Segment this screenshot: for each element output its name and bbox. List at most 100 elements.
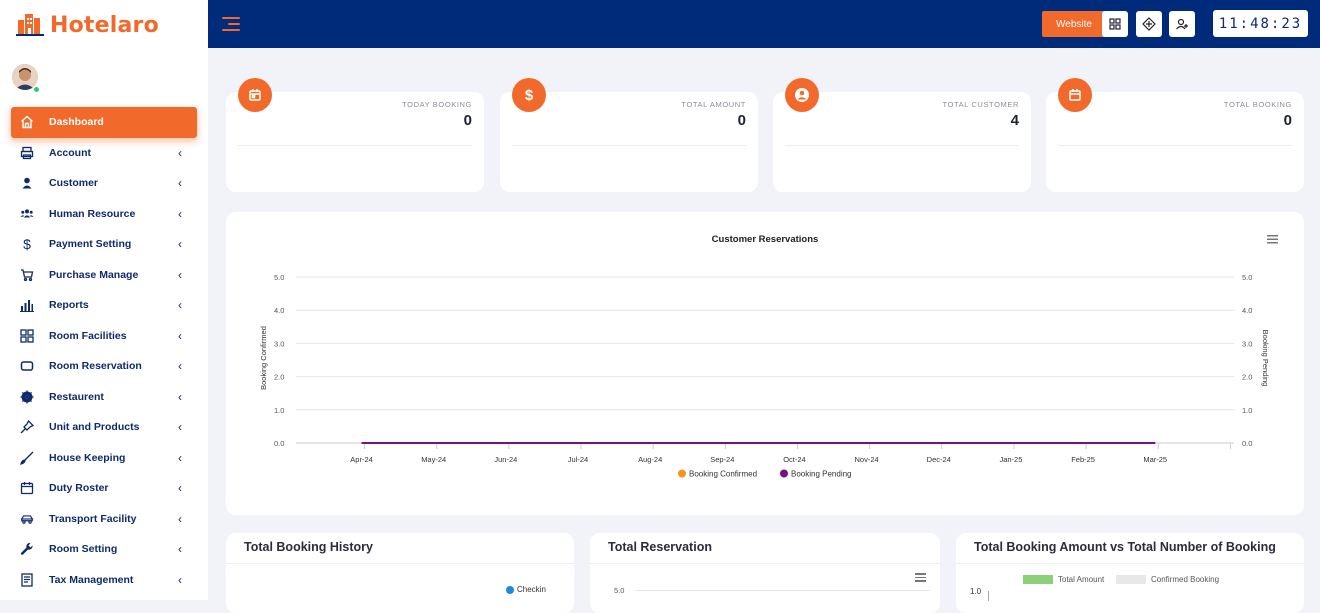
- receipt-icon: [20, 573, 34, 587]
- stat-label: TOTAL AMOUNT: [681, 100, 746, 109]
- x-tick-label: Nov-24: [855, 455, 879, 464]
- sidebar-item-reports[interactable]: Reports ‹: [0, 290, 208, 321]
- bar-chart-icon: [20, 298, 34, 313]
- gridline: [634, 590, 930, 591]
- fullscreen-icon[interactable]: [1136, 11, 1162, 37]
- sidebar-item-house-keeping[interactable]: House Keeping ‹: [0, 443, 208, 474]
- chevron-left-icon: ‹: [178, 511, 182, 526]
- x-tick-label: Apr-24: [350, 455, 373, 464]
- sidebar-item-transport-facility[interactable]: Transport Facility ‹: [0, 504, 208, 535]
- wrench-icon: [20, 542, 34, 556]
- sidebar-item-label: Room Reservation: [49, 360, 142, 373]
- legend-item[interactable]: Total Amount: [1023, 575, 1104, 584]
- legend-item[interactable]: Checkin: [506, 585, 546, 594]
- sidebar-item-human-resource[interactable]: Human Resource ‹: [0, 199, 208, 230]
- sidebar-item-label: Transport Facility: [49, 512, 137, 525]
- divider: [1058, 145, 1292, 146]
- sidebar-item-customer[interactable]: Customer ‹: [0, 168, 208, 199]
- sidebar-item-label: Room Facilities: [49, 329, 127, 342]
- avatar[interactable]: [12, 64, 38, 90]
- chart-menu-icon[interactable]: [1267, 235, 1278, 244]
- rectangle-icon: [20, 359, 34, 373]
- stat-label: TOTAL BOOKING: [1223, 100, 1292, 109]
- y-tick-label-left: 5.0: [274, 273, 284, 282]
- sidebar-item-room-reservation[interactable]: Room Reservation ‹: [0, 351, 208, 382]
- sidebar-item-label: Account: [49, 146, 91, 159]
- y-axis-label-right: Booking Pending: [1261, 330, 1270, 387]
- chevron-left-icon: ‹: [178, 450, 182, 465]
- add-user-icon[interactable]: [1169, 11, 1195, 37]
- sidebar-item-label: Room Setting: [49, 543, 118, 556]
- divider: [956, 563, 1304, 564]
- legend-label: Total Amount: [1058, 575, 1105, 584]
- legend-label: Checkin: [517, 585, 546, 594]
- stat-card-total-booking: TOTAL BOOKING 0: [1046, 78, 1304, 192]
- y-tick-label-left: 3.0: [274, 339, 284, 348]
- sidebar-item-room-facilities[interactable]: Room Facilities ‹: [0, 321, 208, 352]
- sidebar-item-label: Unit and Products: [49, 421, 140, 434]
- x-tick-label: Dec-24: [927, 455, 951, 464]
- printer-icon: [20, 146, 34, 160]
- sidebar-item-payment-setting[interactable]: $ Payment Setting ‹: [0, 229, 208, 260]
- panel-menu-icon[interactable]: [915, 573, 926, 582]
- chevron-left-icon: ‹: [178, 298, 182, 313]
- y-tick-label: 1.0: [970, 587, 982, 596]
- hotel-logo-icon: [16, 10, 44, 41]
- y-tick-label-right: 3.0: [1242, 339, 1252, 348]
- chevron-left-icon: ‹: [178, 267, 182, 282]
- chevron-left-icon: ‹: [178, 420, 182, 435]
- menu-toggle-icon[interactable]: [222, 17, 240, 35]
- total-reservation-panel: Total Reservation 5.0: [590, 533, 940, 613]
- website-button[interactable]: Website: [1042, 11, 1106, 37]
- sidebar-item-dashboard[interactable]: Dashboard: [11, 107, 197, 138]
- panel-title: Total Reservation: [608, 540, 712, 554]
- divider: [512, 145, 746, 146]
- calendar-icon: [20, 481, 34, 495]
- home-icon: [20, 115, 34, 129]
- y-tick-label-left: 2.0: [274, 373, 284, 382]
- sidebar-item-label: Tax Management: [49, 573, 134, 586]
- car-icon: [20, 512, 34, 526]
- grid-icon: [20, 329, 34, 343]
- y-axis-label-left: Booking Confirmed: [259, 326, 268, 390]
- sidebar-item-room-setting[interactable]: Room Setting ‹: [0, 534, 208, 565]
- sidebar-item-restaurent[interactable]: Restaurent ‹: [0, 382, 208, 413]
- sidebar-item-tax-management[interactable]: Tax Management ‹: [0, 565, 208, 596]
- x-tick-label: Sep-24: [710, 455, 734, 464]
- stat-card-total-amount: $ TOTAL AMOUNT 0: [500, 78, 758, 192]
- legend-marker: [780, 469, 788, 478]
- legend-item[interactable]: Confirmed Booking: [1116, 575, 1219, 584]
- axis-line: [988, 591, 989, 601]
- stat-label: TOTAL CUSTOMER: [942, 100, 1019, 109]
- y-tick-label-right: 1.0: [1242, 406, 1252, 415]
- sidebar-item-account[interactable]: Account ‹: [0, 138, 208, 169]
- sidebar-item-unit-and-products[interactable]: Unit and Products ‹: [0, 412, 208, 443]
- legend-label: Confirmed Booking: [1151, 575, 1220, 584]
- x-tick-label: Jan-25: [999, 455, 1022, 464]
- apps-grid-icon[interactable]: [1102, 11, 1128, 37]
- divider: [226, 563, 574, 564]
- clock-display: 11:48:23: [1213, 10, 1308, 37]
- logo[interactable]: Hotelaro: [16, 10, 159, 40]
- x-tick-label: Oct-24: [783, 455, 806, 464]
- panel-title: Total Booking Amount vs Total Number of …: [974, 540, 1276, 554]
- sidebar-item-label: Dashboard: [49, 116, 104, 129]
- legend-label[interactable]: Booking Confirmed: [689, 470, 757, 479]
- total-booking-history-panel: Total Booking History Checkin: [226, 533, 574, 613]
- legend-marker: [678, 469, 686, 478]
- user-circle-icon: [785, 78, 819, 112]
- stat-value: 4: [1010, 112, 1019, 129]
- sidebar-item-duty-roster[interactable]: Duty Roster ‹: [0, 473, 208, 504]
- pin-icon: [20, 420, 34, 434]
- chart-canvas: Customer Reservations Booking Confirmed …: [259, 234, 1278, 479]
- online-status-indicator: [33, 86, 40, 93]
- calendar-icon: [238, 78, 272, 112]
- user-icon: [20, 176, 34, 190]
- chart-title: Customer Reservations: [712, 234, 819, 245]
- y-tick-label-left: 1.0: [274, 406, 284, 415]
- legend-label[interactable]: Booking Pending: [791, 470, 852, 479]
- chevron-left-icon: ‹: [178, 328, 182, 343]
- sidebar-item-purchase-manage[interactable]: Purchase Manage ‹: [0, 260, 208, 291]
- sidebar-menu: Dashboard Account ‹ Customer ‹ Human Resource…: [0, 107, 208, 595]
- sidebar-item-label: Duty Roster: [49, 482, 109, 495]
